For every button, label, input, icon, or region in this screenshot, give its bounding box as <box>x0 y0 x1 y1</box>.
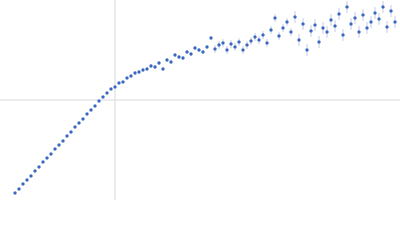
data-point <box>289 30 293 34</box>
data-point <box>197 48 201 52</box>
data-point <box>193 46 197 50</box>
data-point <box>29 174 33 178</box>
data-point <box>201 50 205 54</box>
data-point <box>105 91 109 95</box>
data-point <box>145 67 149 71</box>
data-point <box>217 43 221 47</box>
data-point <box>245 43 249 47</box>
data-point <box>301 22 305 26</box>
data-point <box>221 41 225 45</box>
data-point <box>345 5 349 9</box>
data-point <box>353 16 357 20</box>
data-point <box>297 38 301 42</box>
data-point <box>389 9 393 13</box>
data-point <box>133 71 137 75</box>
data-point <box>165 58 169 62</box>
data-point <box>241 48 245 52</box>
data-point <box>161 67 165 71</box>
data-point <box>373 11 377 15</box>
data-point <box>325 30 329 34</box>
data-point <box>277 34 281 38</box>
data-point <box>25 178 29 182</box>
data-point <box>257 38 261 42</box>
data-point <box>349 22 353 26</box>
data-point <box>205 45 209 49</box>
data-point <box>329 18 333 22</box>
data-point <box>333 24 337 28</box>
data-point <box>81 117 85 121</box>
data-point <box>169 60 173 64</box>
data-point <box>181 56 185 60</box>
data-point <box>365 26 369 30</box>
data-point <box>281 26 285 30</box>
data-point <box>381 5 385 9</box>
data-point <box>265 41 269 45</box>
data-point <box>149 64 153 68</box>
data-point <box>285 20 289 24</box>
data-point <box>337 12 341 16</box>
data-point <box>341 33 345 37</box>
data-point <box>13 191 17 195</box>
data-point <box>321 26 325 30</box>
data-point <box>77 121 81 125</box>
data-point <box>157 61 161 65</box>
data-point <box>249 39 253 43</box>
data-point <box>313 23 317 27</box>
data-point <box>117 81 121 85</box>
data-point <box>61 139 65 143</box>
data-point <box>361 13 365 17</box>
data-point <box>137 70 141 74</box>
data-point <box>185 50 189 54</box>
data-point <box>69 130 73 134</box>
data-point <box>121 80 125 84</box>
data-point <box>317 40 321 44</box>
data-point <box>237 40 241 44</box>
data-point <box>49 152 53 156</box>
data-point <box>53 147 57 151</box>
data-point <box>129 74 133 78</box>
data-point <box>385 25 389 29</box>
data-point <box>293 15 297 19</box>
data-point <box>41 160 45 164</box>
data-point <box>233 45 237 49</box>
data-point <box>173 53 177 57</box>
data-point <box>21 182 25 186</box>
data-point <box>305 48 309 52</box>
data-point <box>33 169 37 173</box>
data-point <box>141 68 145 72</box>
data-point <box>97 99 101 103</box>
data-point <box>89 108 93 112</box>
data-point <box>125 76 129 80</box>
data-point <box>309 29 313 33</box>
chart <box>0 0 400 200</box>
data-point <box>209 36 213 40</box>
data-point <box>269 28 273 32</box>
data-point <box>57 143 61 147</box>
data-point <box>213 47 217 51</box>
data-point <box>357 30 361 34</box>
data-point <box>369 20 373 24</box>
data-point <box>229 42 233 46</box>
data-point <box>153 65 157 69</box>
data-point <box>17 187 21 191</box>
data-point <box>225 48 229 52</box>
data-point <box>189 52 193 56</box>
data-point <box>253 35 257 39</box>
data-point <box>273 16 277 20</box>
data-point <box>85 112 89 116</box>
data-point <box>377 17 381 21</box>
data-point <box>113 85 117 89</box>
data-point <box>101 95 105 99</box>
data-point <box>109 87 113 91</box>
data-point <box>73 125 77 129</box>
data-point <box>261 33 265 37</box>
data-point <box>393 20 397 24</box>
data-point <box>93 104 97 108</box>
data-point <box>177 55 181 59</box>
data-point <box>37 165 41 169</box>
data-point <box>45 156 49 160</box>
data-point <box>65 134 69 138</box>
